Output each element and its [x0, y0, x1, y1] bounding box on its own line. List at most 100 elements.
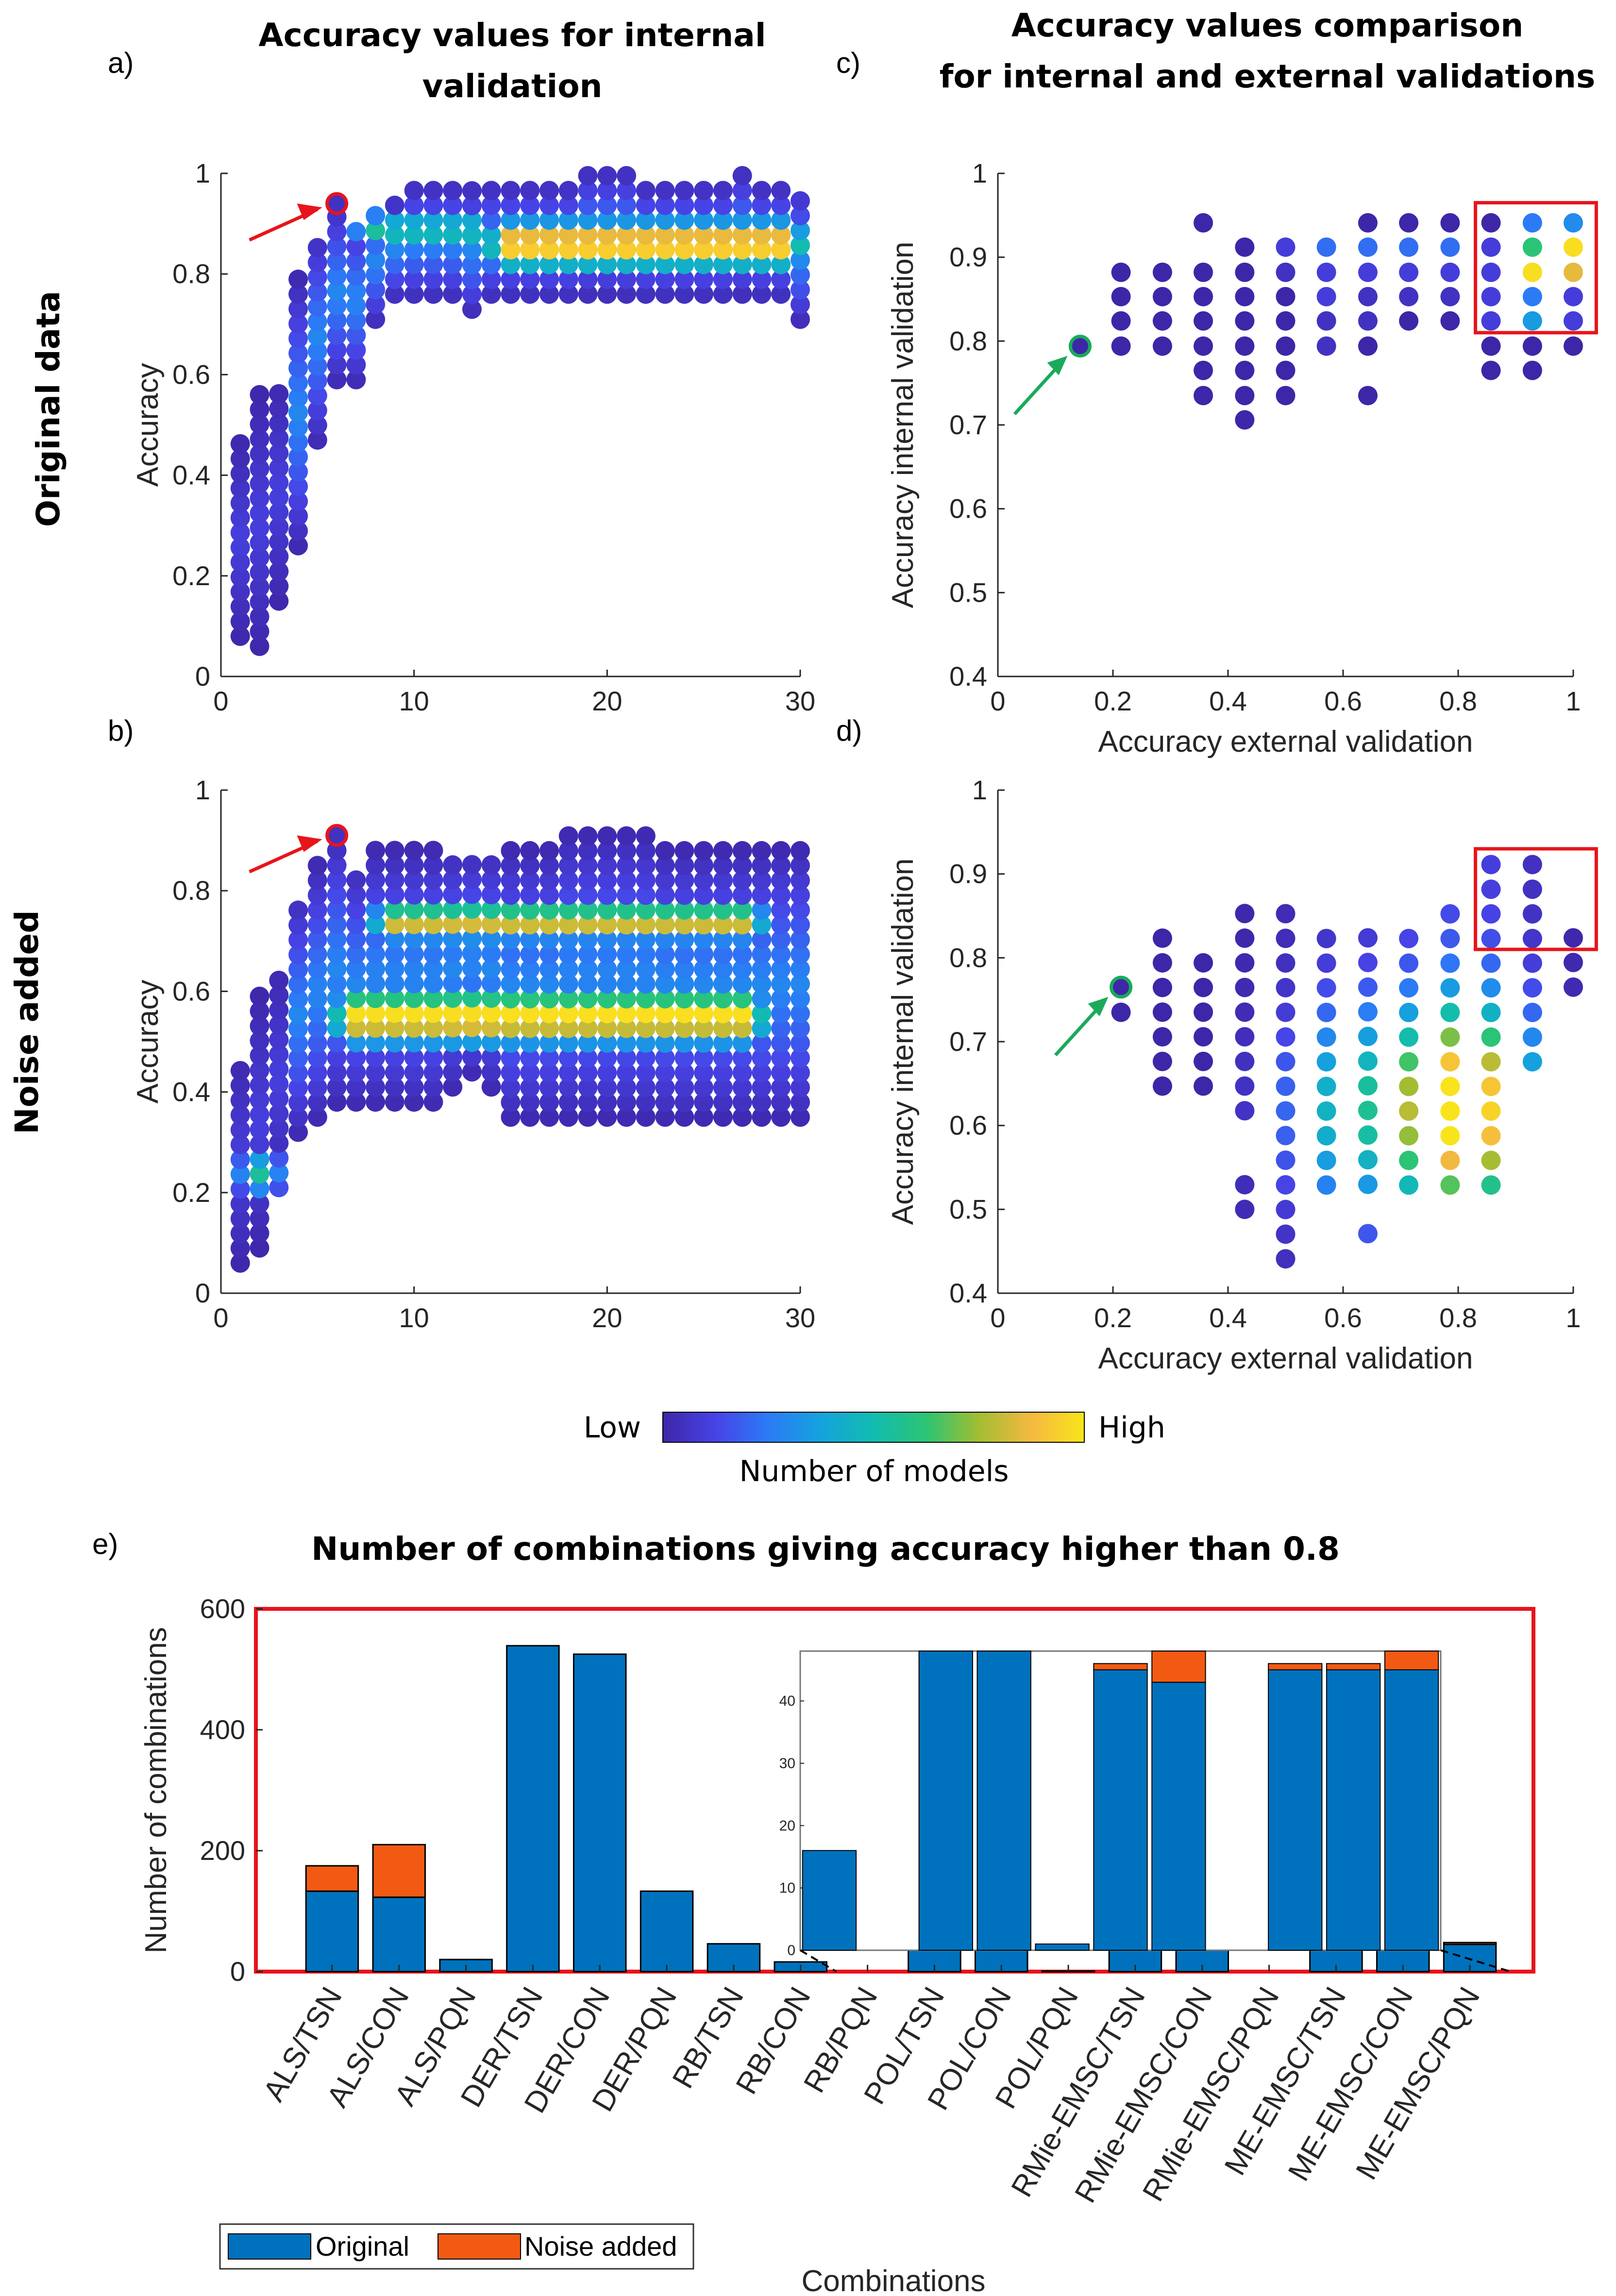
scatter-point: [636, 284, 656, 304]
scatter-point: [250, 473, 269, 493]
scatter-point: [558, 974, 578, 994]
x-tick-label: 30: [785, 1302, 815, 1333]
scatter-point: [443, 899, 463, 919]
scatter-point: [307, 974, 327, 994]
scatter-point: [539, 181, 559, 201]
bar-original: [506, 1645, 560, 1973]
scatter-point: [443, 225, 463, 245]
scatter-point: [366, 974, 386, 994]
scatter-point: [230, 1223, 250, 1243]
scatter-point: [732, 225, 752, 245]
scatter-point: [385, 240, 404, 260]
scatter-point: [655, 1004, 675, 1024]
scatter-point: [404, 270, 424, 289]
scatter-point: [558, 929, 578, 949]
scatter-point: [655, 210, 675, 230]
scatter-point: [250, 489, 269, 508]
scatter-point: [578, 900, 598, 920]
x-tick-label: 1: [1566, 1302, 1581, 1333]
scatter-point: [558, 254, 578, 274]
scatter-point: [1316, 1175, 1336, 1195]
scatter-point: [404, 900, 424, 920]
scatter-point: [617, 900, 637, 920]
scatter-point: [269, 591, 289, 611]
scatter-point: [462, 285, 482, 304]
scatter-point: [1481, 213, 1501, 233]
scatter-point: [366, 1092, 386, 1112]
scatter-point: [404, 195, 424, 215]
scatter-point: [597, 181, 617, 201]
scatter-point: [327, 266, 347, 286]
scatter-point: [694, 959, 714, 979]
scatter-point: [250, 1061, 269, 1080]
scatter-point: [366, 841, 386, 861]
scatter-point: [346, 296, 366, 316]
scatter-point: [1440, 213, 1460, 233]
green-arrow-head: [1088, 996, 1109, 1016]
scatter-point: [694, 1033, 714, 1053]
scatter-point: [674, 270, 694, 289]
scatter-point: [366, 855, 386, 875]
scatter-point: [269, 1089, 289, 1109]
scatter-point: [423, 1033, 443, 1053]
scatter-point: [327, 1033, 347, 1053]
scatter-point: [307, 430, 327, 450]
scatter-point: [771, 929, 791, 949]
scatter-point: [250, 414, 269, 434]
inset-bar-original: [1326, 1669, 1381, 1951]
scatter-point: [307, 312, 327, 332]
scatter-point: [617, 945, 637, 964]
scatter-point: [385, 944, 404, 964]
scatter-point: [636, 1063, 656, 1082]
scatter-point: [269, 1178, 289, 1198]
scatter-point: [1152, 928, 1172, 948]
scatter-point: [366, 1003, 386, 1023]
y-axis-label: Accuracy internal validation: [886, 242, 920, 608]
inset-bar-original: [1093, 1669, 1148, 1951]
scatter-point: [636, 945, 656, 964]
scatter-point: [462, 899, 482, 919]
scatter-point: [578, 210, 598, 230]
scatter-point: [269, 488, 289, 507]
scatter-point: [578, 885, 598, 905]
scatter-point: [501, 1063, 521, 1082]
scatter-point: [655, 1107, 675, 1127]
scatter-point: [771, 989, 791, 1009]
scatter-point: [539, 225, 559, 245]
scatter-point: [1358, 1051, 1378, 1071]
scatter-point: [636, 826, 656, 846]
scatter-point: [520, 1078, 540, 1097]
scatter-point: [1440, 904, 1460, 924]
scatter-point: [307, 856, 327, 876]
x-tick-label: 0: [213, 686, 228, 716]
scatter-point: [655, 195, 675, 215]
scatter-point: [752, 240, 772, 260]
scatter-point: [481, 240, 501, 260]
x-tick-label: 0.6: [1324, 1302, 1362, 1333]
scatter-point: [597, 1018, 617, 1038]
scatter-point: [713, 989, 733, 1009]
scatter-point: [771, 974, 791, 994]
scatter-point: [732, 181, 752, 201]
scatter-point: [443, 1018, 463, 1038]
scatter-point: [771, 885, 791, 905]
scatter-point: [307, 1092, 327, 1112]
scatter-point: [327, 944, 347, 964]
scatter-point: [752, 284, 772, 304]
scatter-point: [346, 914, 366, 934]
scatter-point: [732, 1033, 752, 1053]
panel-c-letter: c): [836, 47, 860, 79]
scatter-point: [771, 225, 791, 245]
scatter-point: [1194, 953, 1213, 973]
scatter-point: [694, 856, 714, 876]
scatter-point: [1358, 262, 1378, 282]
scatter-point: [655, 915, 675, 935]
scatter-point: [771, 1092, 791, 1112]
scatter-point: [1481, 311, 1501, 331]
x-tick-label: 0.2: [1094, 686, 1132, 716]
scatter-point: [791, 280, 810, 300]
scatter-point: [694, 240, 714, 260]
scatter-point: [385, 959, 404, 979]
scatter-point: [346, 266, 366, 286]
scatter-point: [636, 270, 656, 289]
